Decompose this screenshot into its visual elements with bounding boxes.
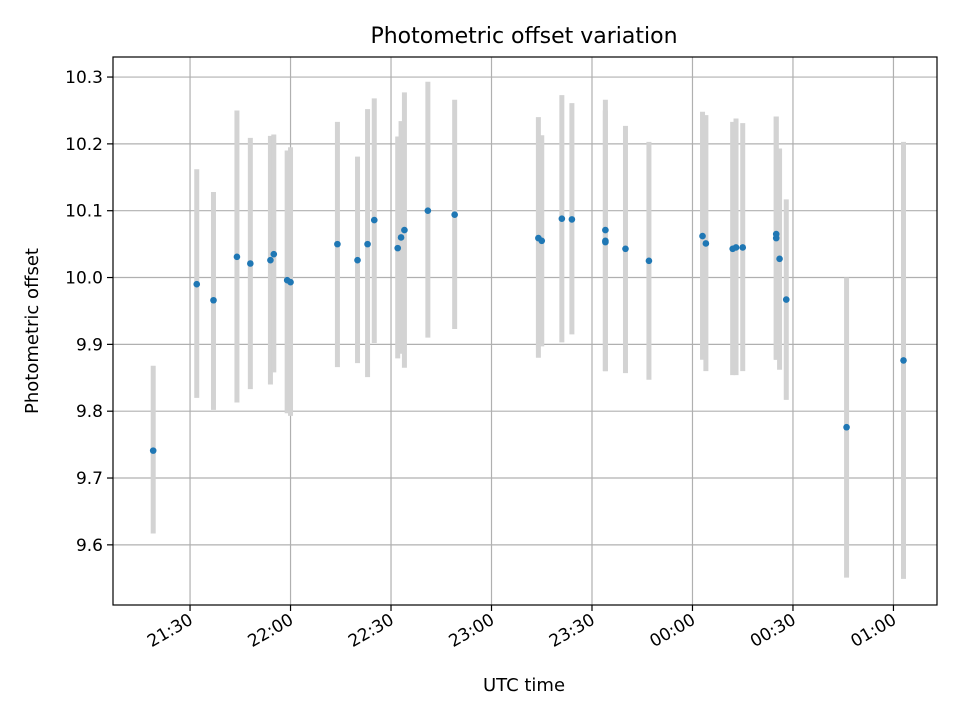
data-point: [900, 357, 907, 364]
data-points: [149, 207, 907, 454]
data-point: [193, 280, 201, 288]
data-point: [568, 216, 576, 223]
data-point: [451, 211, 458, 219]
data-point: [233, 253, 241, 261]
data-point: [782, 296, 790, 303]
data-point: [247, 260, 254, 267]
data-point: [267, 256, 274, 264]
y-tick-label: 10.3: [65, 68, 103, 88]
y-tick-label: 9.6: [76, 536, 103, 556]
data-point: [645, 257, 653, 265]
x-axis-label: UTC time: [483, 675, 565, 696]
data-point: [270, 250, 278, 258]
y-axis-label: Photometric offset: [22, 248, 43, 414]
data-point: [602, 226, 609, 234]
plot-frame: [112, 56, 938, 606]
y-tick-label: 10.0: [65, 269, 103, 289]
data-point: [334, 240, 341, 248]
y-tick-label: 9.8: [76, 402, 103, 422]
data-point: [354, 256, 361, 264]
data-point: [702, 240, 710, 247]
data-point: [424, 207, 432, 215]
chart-title: Photometric offset variation: [370, 24, 677, 49]
data-point: [394, 244, 402, 252]
data-point: [739, 244, 747, 251]
y-tick-label: 10.1: [65, 202, 103, 222]
data-point: [602, 237, 609, 245]
data-point: [287, 278, 294, 286]
y-tick-label: 9.9: [76, 335, 103, 355]
y-tick-label: 10.2: [65, 135, 103, 155]
data-point: [558, 215, 566, 223]
data-point: [772, 230, 780, 238]
data-point: [732, 244, 740, 251]
data-point: [699, 232, 706, 240]
data-point: [401, 226, 408, 234]
data-point: [149, 447, 157, 454]
data-point: [210, 296, 217, 304]
data-point: [397, 234, 405, 241]
data-point: [538, 237, 546, 245]
data-point: [843, 423, 850, 431]
data-point: [622, 245, 629, 253]
data-point: [364, 240, 371, 248]
data-point: [776, 255, 783, 263]
data-point: [370, 216, 378, 224]
y-axis-ticks: 9.6 9.7 9.8 9.9 10.0 10.1 10.2 10.3: [65, 68, 113, 556]
y-tick-label: 9.7: [76, 469, 103, 489]
